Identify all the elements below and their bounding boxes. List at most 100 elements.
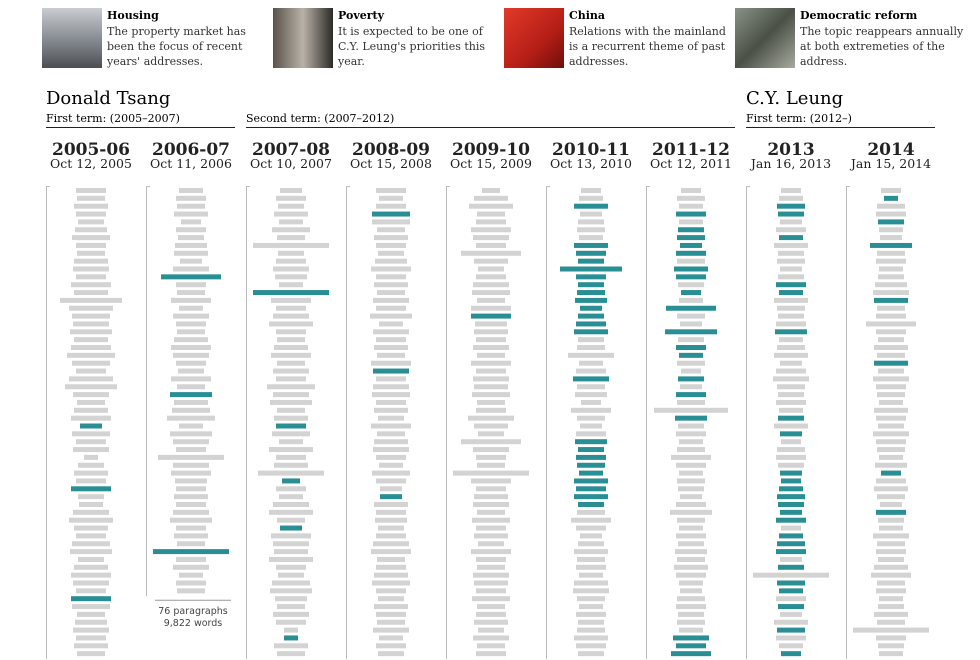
paragraph-bar[interactable] [371, 360, 411, 366]
paragraph-bar[interactable] [878, 517, 904, 523]
paragraph-bar[interactable] [469, 203, 513, 209]
paragraph-bar[interactable] [176, 321, 206, 327]
paragraph-bar[interactable] [678, 486, 704, 492]
paragraph-bar-highlighted[interactable] [676, 211, 706, 217]
paragraph-bar[interactable] [574, 635, 608, 641]
paragraph-bar[interactable] [376, 203, 406, 209]
paragraph-bar[interactable] [579, 235, 603, 241]
paragraph-bar[interactable] [373, 297, 409, 303]
paragraph-bar[interactable] [269, 509, 313, 515]
paragraph-bar[interactable] [477, 352, 505, 358]
paragraph-bar[interactable] [581, 399, 601, 405]
paragraph-bar-highlighted[interactable] [80, 423, 102, 429]
paragraph-bar[interactable] [376, 564, 406, 570]
paragraph-bar[interactable] [873, 376, 909, 382]
paragraph-bar[interactable] [279, 219, 303, 225]
paragraph-bar[interactable] [372, 580, 410, 586]
paragraph-bar[interactable] [576, 643, 606, 649]
paragraph-bar[interactable] [874, 345, 908, 350]
paragraph-bar[interactable] [378, 651, 404, 657]
paragraph-bar[interactable] [76, 188, 106, 193]
paragraph-bar[interactable] [76, 242, 106, 248]
paragraph-bar[interactable] [178, 368, 204, 374]
paragraph-bar-highlighted[interactable] [576, 321, 606, 327]
paragraph-bar[interactable] [674, 564, 708, 570]
paragraph-bar[interactable] [461, 250, 521, 256]
paragraph-bar[interactable] [77, 195, 105, 201]
paragraph-bar-highlighted[interactable] [253, 290, 329, 296]
paragraph-bar[interactable] [474, 533, 508, 539]
paragraph-bar[interactable] [69, 517, 113, 523]
paragraph-bar[interactable] [477, 297, 505, 303]
paragraph-bar[interactable] [72, 313, 110, 319]
paragraph-bar[interactable] [777, 258, 805, 264]
paragraph-bar[interactable] [175, 478, 207, 484]
paragraph-bar[interactable] [377, 352, 405, 358]
paragraph-bar-highlighted[interactable] [153, 549, 229, 555]
paragraph-bar[interactable] [675, 549, 707, 555]
paragraph-bar[interactable] [173, 439, 209, 445]
paragraph-bar[interactable] [375, 517, 407, 523]
paragraph-bar[interactable] [680, 321, 702, 327]
paragraph-bar[interactable] [269, 321, 313, 327]
paragraph-bar[interactable] [472, 517, 510, 523]
paragraph-bar[interactable] [474, 195, 508, 201]
paragraph-bar[interactable] [866, 321, 916, 327]
paragraph-bar[interactable] [474, 494, 508, 500]
paragraph-bar[interactable] [676, 502, 706, 507]
paragraph-bar[interactable] [74, 525, 108, 531]
paragraph-bar[interactable] [258, 470, 324, 476]
paragraph-bar-highlighted[interactable] [577, 462, 605, 468]
paragraph-bar[interactable] [472, 596, 510, 602]
paragraph-bar[interactable] [71, 572, 111, 578]
paragraph-bar[interactable] [177, 329, 205, 335]
paragraph-bar[interactable] [273, 266, 309, 272]
paragraph-bar[interactable] [171, 297, 211, 303]
paragraph-bar[interactable] [176, 580, 206, 586]
paragraph-bar[interactable] [76, 533, 106, 539]
paragraph-bar[interactable] [780, 611, 802, 617]
paragraph-bar[interactable] [678, 423, 704, 429]
paragraph-bar[interactable] [678, 541, 704, 547]
paragraph-bar-highlighted[interactable] [276, 423, 306, 429]
paragraph-bar[interactable] [173, 462, 209, 468]
paragraph-bar[interactable] [873, 290, 909, 296]
paragraph-bar[interactable] [176, 486, 206, 492]
paragraph-bar[interactable] [179, 305, 203, 311]
paragraph-bar[interactable] [878, 643, 904, 649]
year-label[interactable]: 2008-09 [352, 140, 430, 160]
paragraph-bar[interactable] [77, 250, 105, 256]
paragraph-bar[interactable] [158, 454, 224, 460]
paragraph-bar-highlighted[interactable] [777, 580, 805, 586]
paragraph-bar[interactable] [679, 203, 703, 209]
paragraph-bar[interactable] [780, 266, 802, 272]
paragraph-bar[interactable] [376, 305, 406, 311]
paragraph-bar-highlighted[interactable] [578, 282, 604, 288]
paragraph-bar[interactable] [477, 604, 505, 610]
paragraph-bar-highlighted[interactable] [671, 651, 711, 657]
paragraph-bar[interactable] [376, 454, 406, 460]
paragraph-bar[interactable] [275, 596, 307, 602]
paragraph-bar-highlighted[interactable] [779, 533, 803, 539]
paragraph-bar-highlighted[interactable] [676, 392, 706, 398]
paragraph-bar-highlighted[interactable] [778, 211, 804, 217]
paragraph-bar[interactable] [376, 274, 406, 280]
paragraph-bar[interactable] [670, 509, 712, 515]
paragraph-bar[interactable] [474, 258, 508, 264]
paragraph-bar[interactable] [472, 290, 510, 296]
paragraph-bar[interactable] [471, 360, 511, 366]
topic-title[interactable]: China [569, 9, 605, 22]
paragraph-bar[interactable] [474, 619, 508, 625]
paragraph-bar[interactable] [171, 376, 211, 382]
paragraph-bar[interactable] [277, 651, 305, 657]
paragraph-bar[interactable] [73, 266, 109, 272]
paragraph-bar-highlighted[interactable] [580, 305, 602, 311]
paragraph-bar[interactable] [174, 533, 208, 539]
paragraph-bar[interactable] [177, 290, 205, 296]
paragraph-bar[interactable] [576, 368, 606, 374]
paragraph-bar-highlighted[interactable] [780, 431, 802, 437]
paragraph-bar-highlighted[interactable] [578, 258, 604, 264]
paragraph-bar[interactable] [170, 431, 212, 437]
paragraph-bar[interactable] [477, 643, 505, 649]
paragraph-bar[interactable] [478, 541, 504, 547]
